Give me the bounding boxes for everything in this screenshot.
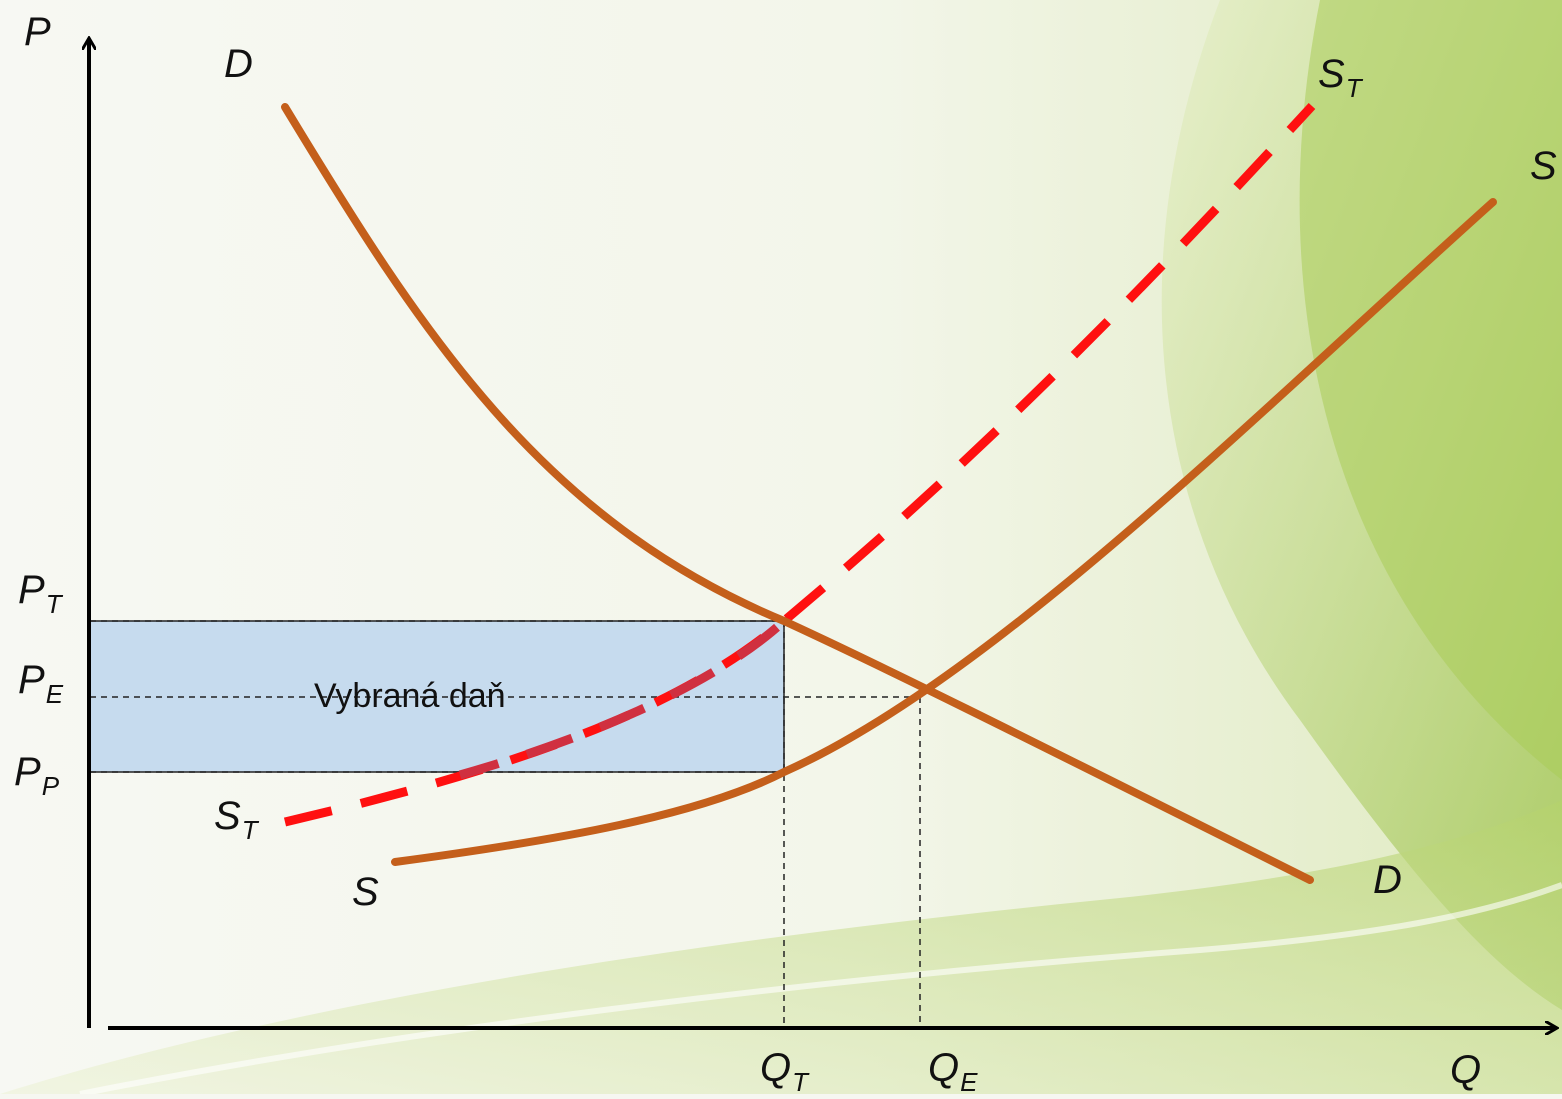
price-axis-label: P <box>24 10 51 54</box>
qt-sub: T <box>792 1067 809 1097</box>
quantity-label-qt: QT <box>760 1048 808 1095</box>
price-label-pp: PP <box>14 752 59 799</box>
guide-lines <box>90 620 921 1028</box>
pp-main: P <box>14 750 41 794</box>
supply-label-top: S <box>1530 144 1557 188</box>
pe-sub: E <box>45 679 64 709</box>
taxed-top-main: S <box>1318 52 1345 96</box>
demand-label-bottom: D <box>1373 858 1402 902</box>
taxed-bottom-main: S <box>214 794 241 838</box>
quantity-label-qe: QE <box>928 1048 977 1095</box>
price-label-pt: PT <box>18 570 62 617</box>
taxed-bottom-sub: T <box>241 815 258 845</box>
qt-main: Q <box>760 1046 792 1090</box>
pt-sub: T <box>45 589 62 619</box>
taxed-supply-curve <box>283 102 1316 827</box>
qe-sub: E <box>960 1067 978 1097</box>
demand-curve <box>281 103 1314 884</box>
qe-main: Q <box>928 1046 960 1090</box>
taxed-supply-label-bottom: ST <box>214 796 258 843</box>
background-swirl-accent <box>1299 0 1562 780</box>
supply-curve <box>391 198 1497 866</box>
background-swirl-lower <box>0 800 1562 1094</box>
taxed-supply-label-top: ST <box>1318 54 1362 101</box>
taxed-top-sub: T <box>1345 73 1362 103</box>
taxed-supply-curve-inside-box <box>458 617 788 780</box>
demand-label-top: D <box>224 42 253 86</box>
pt-main: P <box>18 568 45 612</box>
supply-label-bottom: S <box>352 870 379 914</box>
background-highlight-line <box>79 882 1562 1097</box>
tax-revenue-label: Vybraná daň <box>314 677 506 715</box>
quantity-axis-label: Q <box>1450 1048 1482 1092</box>
pe-main: P <box>18 658 45 702</box>
pp-sub: P <box>41 771 60 801</box>
price-label-pe: PE <box>18 660 63 707</box>
